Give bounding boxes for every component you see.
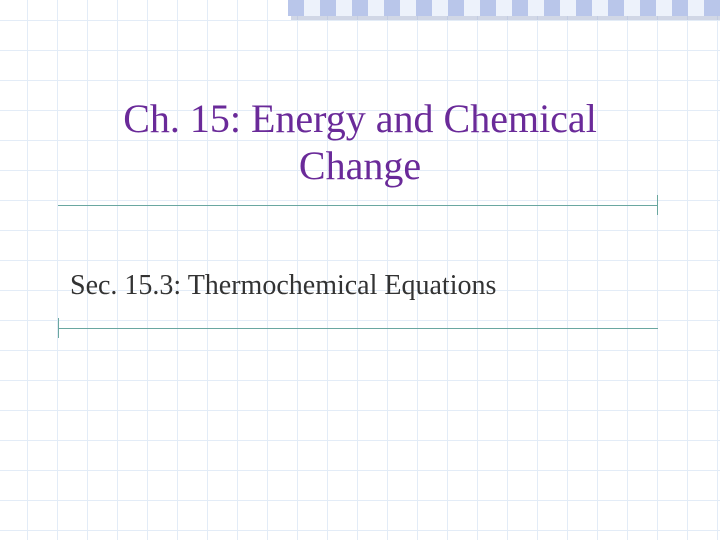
checker-square: [416, 0, 432, 16]
rule-tick: [58, 318, 59, 338]
checker-square: [384, 0, 400, 16]
checker-square: [704, 0, 720, 16]
checker-square: [528, 0, 544, 16]
checker-square: [512, 0, 528, 16]
checker-square: [608, 0, 624, 16]
checker-square: [688, 0, 704, 16]
checker-square: [368, 0, 384, 16]
top-checker-bar: [288, 0, 720, 16]
checker-square: [320, 0, 336, 16]
checker-square: [352, 0, 368, 16]
checker-square: [400, 0, 416, 16]
checker-square: [336, 0, 352, 16]
rule-tick: [657, 195, 658, 215]
checker-square: [448, 0, 464, 16]
checker-square: [304, 0, 320, 16]
topbar-shadow: [291, 16, 720, 20]
checker-square: [576, 0, 592, 16]
slide-subtitle: Sec. 15.3: Thermochemical Equations: [70, 270, 650, 302]
checker-square: [592, 0, 608, 16]
title-container: Ch. 15: Energy and Chemical Change: [85, 95, 635, 189]
checker-square: [544, 0, 560, 16]
divider-top: [58, 205, 658, 206]
checker-square: [672, 0, 688, 16]
divider-bottom: [58, 328, 658, 329]
checker-square: [496, 0, 512, 16]
checker-square: [288, 0, 304, 16]
checker-square: [480, 0, 496, 16]
checker-square: [656, 0, 672, 16]
checker-square: [640, 0, 656, 16]
checker-square: [560, 0, 576, 16]
checker-square: [432, 0, 448, 16]
checker-square: [464, 0, 480, 16]
subtitle-container: Sec. 15.3: Thermochemical Equations: [70, 270, 650, 302]
slide-title: Ch. 15: Energy and Chemical Change: [85, 95, 635, 189]
checker-square: [624, 0, 640, 16]
